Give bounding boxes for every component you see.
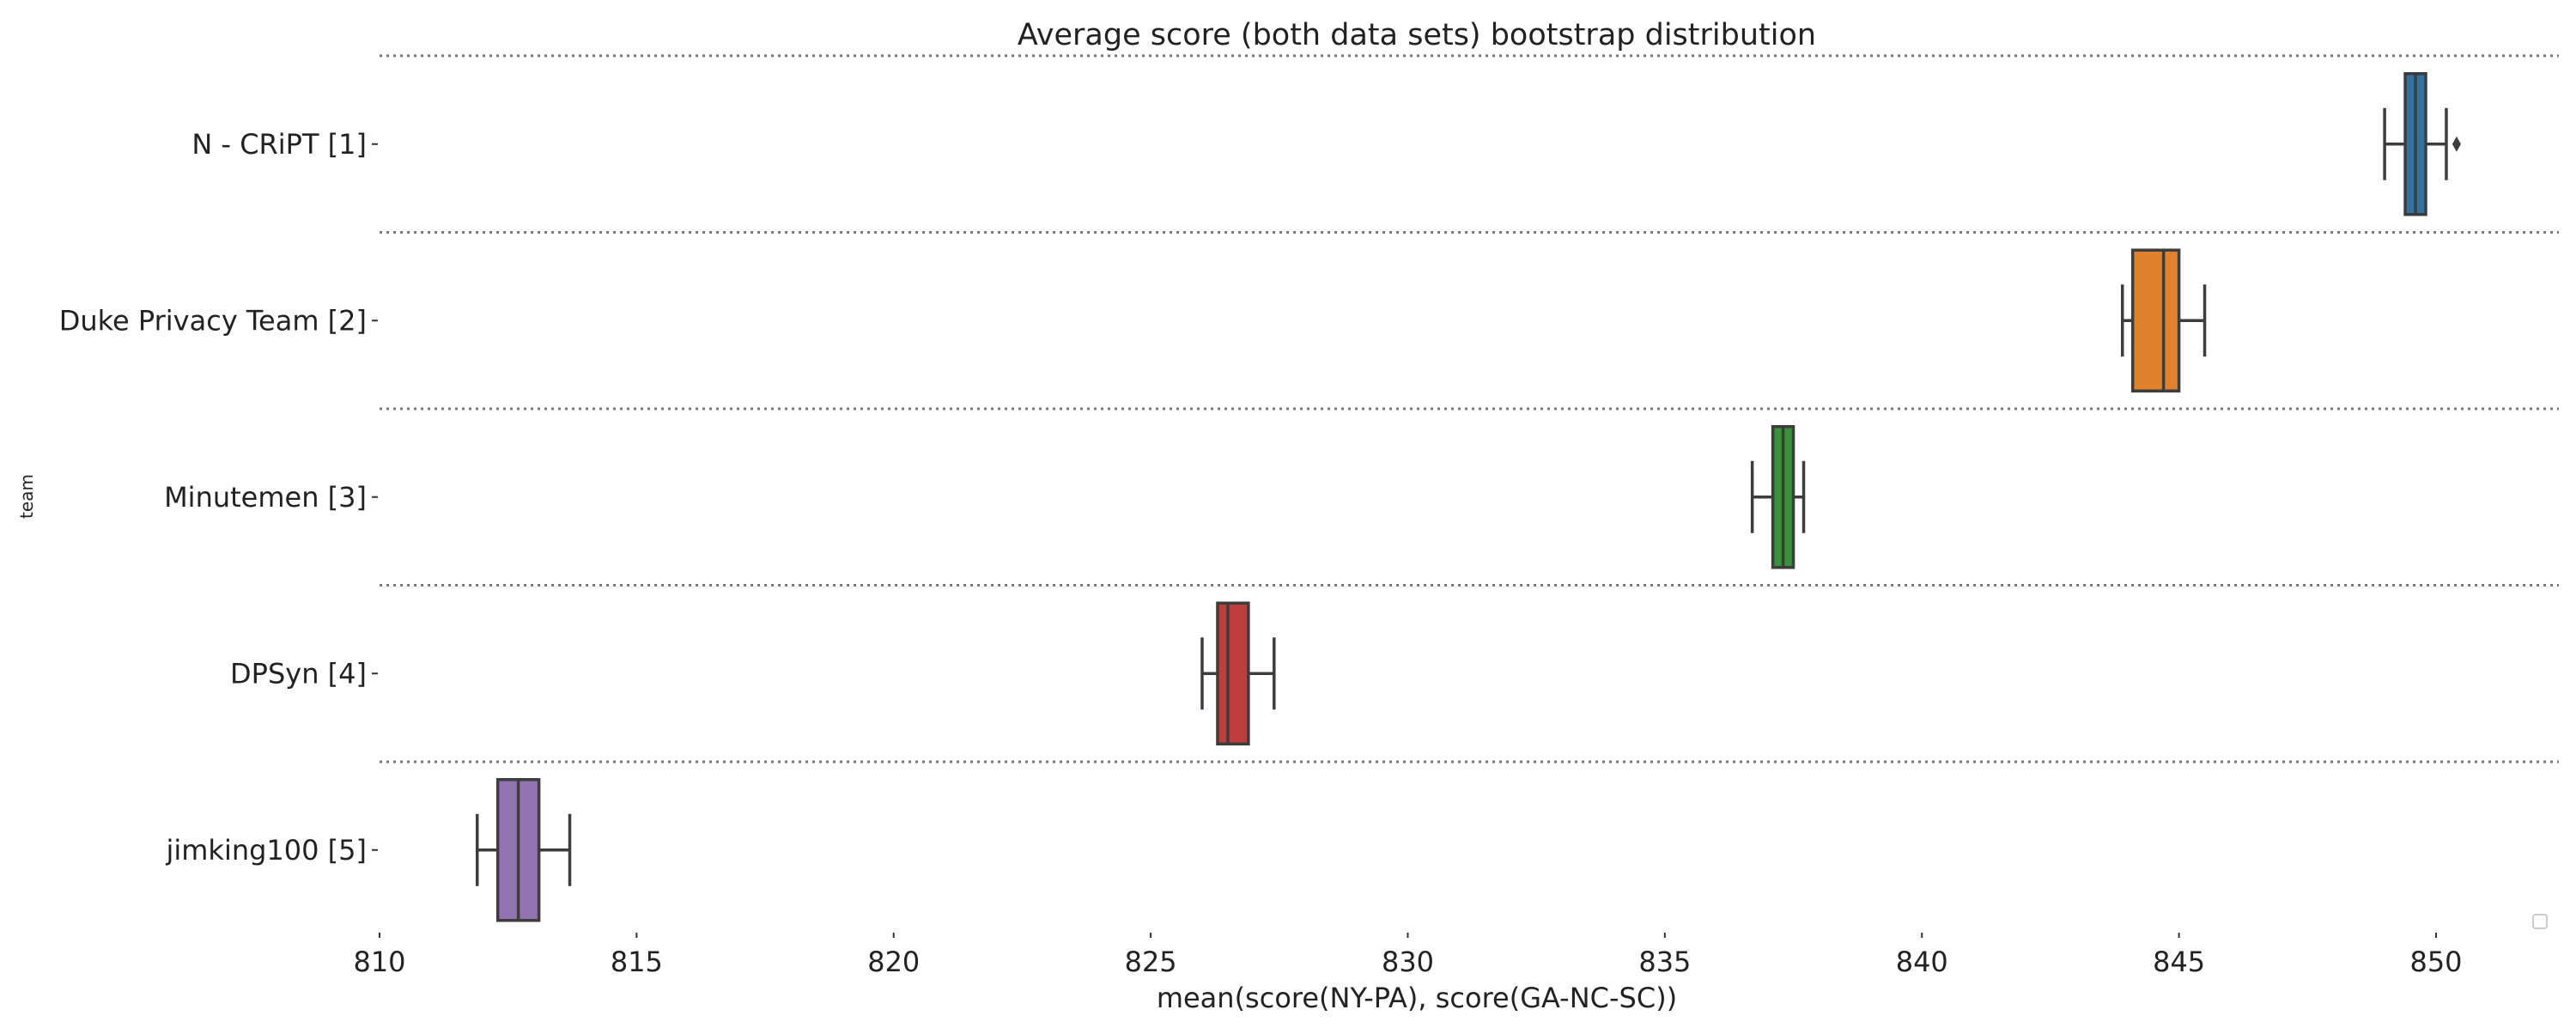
box-row: N - CRiPT [1] (191, 72, 2461, 216)
box (1216, 601, 1250, 745)
box-row: Minutemen [3] (164, 425, 1806, 569)
x-tick-label: 820 (867, 946, 920, 978)
y-axis-label: team (16, 474, 37, 519)
chart-title: Average score (both data sets) bootstrap… (1018, 18, 1816, 52)
box-row: Duke Privacy Team [2] (59, 248, 2207, 392)
x-tick-label: 815 (611, 946, 663, 978)
y-tick-label: N - CRiPT [1] (191, 128, 367, 161)
x-tick-label: 840 (1896, 946, 1948, 978)
box-row: DPSyn [4] (230, 601, 1276, 745)
box (2130, 248, 2181, 392)
y-tick-label: Minutemen [3] (164, 481, 367, 514)
x-tick-label: 825 (1125, 946, 1177, 978)
outlier-point (2451, 136, 2461, 152)
x-tick-label: 850 (2409, 946, 2462, 978)
x-axis-label: mean(score(NY-PA), score(GA-NC-SC)) (1157, 982, 1677, 1014)
x-tick-label: 810 (353, 946, 405, 978)
x-tick-label: 845 (2153, 946, 2205, 978)
y-tick-label: DPSyn [4] (230, 657, 367, 690)
y-tick-label: jimking100 [5] (165, 834, 367, 867)
legend-box (2532, 914, 2548, 929)
x-tick-label: 835 (1638, 946, 1691, 978)
box-row: jimking100 [5] (165, 778, 572, 922)
x-tick-label: 830 (1382, 946, 1434, 978)
y-tick-label: Duke Privacy Team [2] (59, 304, 367, 337)
